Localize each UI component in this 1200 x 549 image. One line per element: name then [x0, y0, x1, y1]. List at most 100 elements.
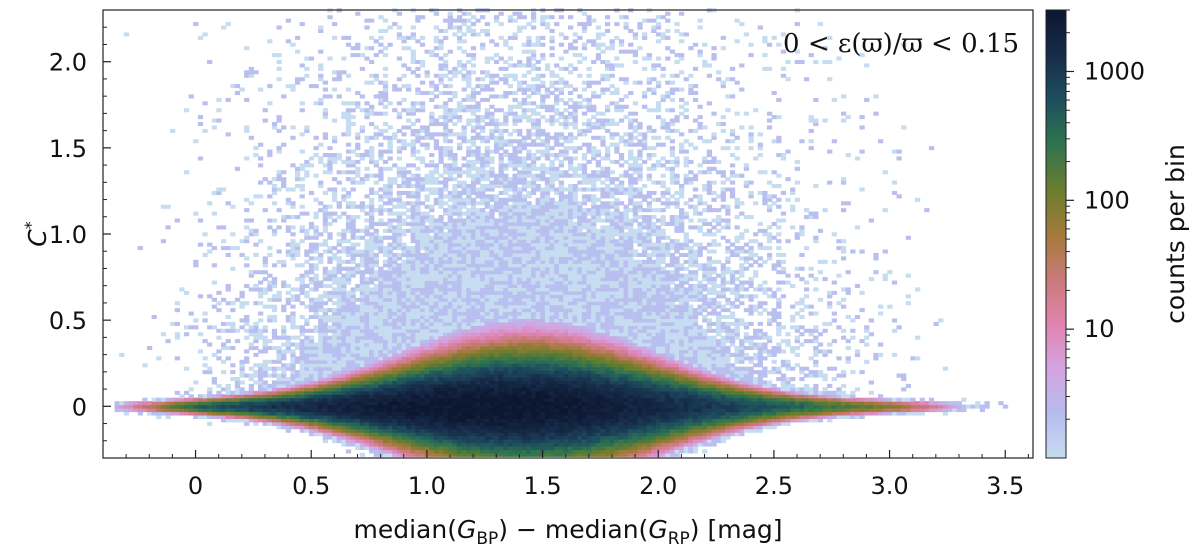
heatmap-bin	[475, 339, 481, 344]
heatmap-bin	[253, 408, 259, 413]
heatmap-bin	[493, 290, 500, 295]
heatmap-bin	[359, 352, 366, 357]
heatmap-bin	[406, 308, 412, 313]
heatmap-bin	[484, 204, 490, 209]
heatmap-bin	[438, 397, 444, 402]
heatmap-bin	[392, 301, 398, 306]
heatmap-bin	[419, 377, 426, 382]
heatmap-bin	[470, 442, 477, 447]
heatmap-bin	[373, 408, 379, 413]
heatmap-bin	[512, 197, 518, 202]
heatmap-bin	[456, 166, 463, 171]
heatmap-bin	[484, 442, 490, 447]
heatmap-bin	[429, 432, 435, 437]
heatmap-bin	[489, 435, 495, 440]
heatmap-bin	[355, 153, 361, 158]
heatmap-bin	[299, 211, 305, 216]
heatmap-bin	[253, 421, 259, 426]
heatmap-bin	[336, 270, 342, 275]
heatmap-bin	[507, 273, 514, 278]
heatmap-bin	[225, 397, 231, 402]
heatmap-bin	[332, 432, 338, 437]
heatmap-bin	[382, 432, 389, 437]
heatmap-bin	[170, 397, 176, 402]
heatmap-bin	[401, 432, 407, 437]
heatmap-bin	[438, 452, 444, 457]
heatmap-bin	[322, 425, 329, 430]
heatmap-bin	[466, 249, 472, 254]
heatmap-bin	[466, 380, 472, 385]
heatmap-bin	[355, 242, 361, 247]
heatmap-bin	[299, 342, 305, 347]
heatmap-bin	[267, 339, 273, 344]
heatmap-bin	[424, 132, 430, 137]
heatmap-bin	[373, 359, 379, 364]
heatmap-bin	[369, 401, 375, 406]
heatmap-bin	[429, 283, 435, 289]
heatmap-bin	[345, 125, 352, 130]
heatmap-bin	[470, 311, 477, 316]
heatmap-bin	[424, 445, 430, 450]
heatmap-bin	[387, 408, 393, 413]
heatmap-bin	[480, 346, 486, 351]
heatmap-bin	[470, 432, 477, 437]
heatmap-bin	[341, 352, 347, 357]
heatmap-bin	[318, 380, 324, 385]
heatmap-bin	[369, 211, 375, 216]
heatmap-bin	[313, 414, 319, 419]
heatmap-bin	[489, 80, 495, 85]
heatmap-bin	[378, 408, 384, 413]
heatmap-bin	[475, 252, 481, 257]
heatmap-bin	[507, 208, 514, 213]
heatmap-bin	[369, 394, 375, 399]
heatmap-bin	[470, 359, 477, 364]
heatmap-bin	[456, 445, 463, 450]
heatmap-bin	[456, 397, 463, 402]
heatmap-bin	[299, 149, 305, 154]
heatmap-bin	[327, 346, 333, 351]
heatmap-bin	[378, 301, 384, 306]
heatmap-bin	[433, 39, 440, 44]
heatmap-bin	[318, 397, 324, 402]
heatmap-bin	[392, 442, 398, 447]
heatmap-bin	[322, 418, 329, 423]
heatmap-bin	[507, 421, 514, 426]
heatmap-bin	[429, 332, 435, 337]
heatmap-bin	[438, 173, 444, 178]
heatmap-bin	[359, 66, 366, 71]
heatmap-bin	[345, 42, 352, 47]
heatmap-bin	[401, 125, 407, 130]
heatmap-bin	[466, 242, 472, 247]
heatmap-bin	[401, 356, 407, 361]
heatmap-bin	[327, 359, 333, 364]
heatmap-bin	[276, 411, 282, 416]
heatmap-bin	[480, 411, 486, 416]
heatmap-bin	[401, 435, 407, 440]
heatmap-bin	[484, 304, 490, 309]
heatmap-bin	[503, 128, 509, 133]
heatmap-bin	[447, 170, 453, 175]
heatmap-bin	[466, 280, 472, 285]
heatmap-bin	[285, 18, 291, 23]
heatmap-bin	[475, 283, 481, 289]
heatmap-bin	[336, 373, 342, 378]
heatmap-bin	[382, 87, 389, 92]
heatmap-bin	[443, 439, 449, 444]
heatmap-bin	[489, 194, 495, 199]
heatmap-bin	[470, 304, 477, 309]
heatmap-bin	[392, 352, 398, 357]
heatmap-bin	[507, 294, 514, 299]
heatmap-bin	[359, 414, 366, 419]
heatmap-bin	[392, 177, 398, 182]
heatmap-bin	[336, 328, 342, 333]
heatmap-bin	[355, 342, 361, 347]
heatmap-bin	[359, 349, 366, 354]
heatmap-bin	[498, 356, 504, 361]
heatmap-bin	[456, 28, 463, 33]
heatmap-bin	[387, 425, 393, 430]
heatmap-bin	[456, 318, 463, 323]
heatmap-bin	[396, 408, 403, 413]
heatmap-bin	[484, 370, 490, 375]
heatmap-bin	[244, 328, 250, 333]
heatmap-bin	[489, 308, 495, 313]
